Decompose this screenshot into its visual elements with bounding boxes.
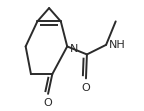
Text: NH: NH xyxy=(109,40,126,50)
Text: N: N xyxy=(70,44,78,54)
Text: O: O xyxy=(43,98,52,108)
Text: O: O xyxy=(82,83,90,93)
